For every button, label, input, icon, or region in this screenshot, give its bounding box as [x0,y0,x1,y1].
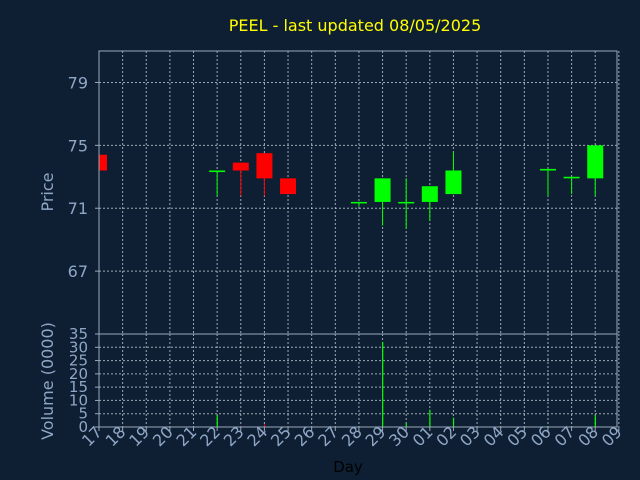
volume-panel-frame [98,333,618,428]
x-axis-label: Day [333,458,363,476]
candle-body [587,145,604,179]
price-tick-label: 71 [68,199,88,218]
candle-body [350,201,367,204]
candle-body [99,154,107,171]
candle-body [280,178,297,195]
candle-06 [539,168,556,196]
candle-body [232,162,249,171]
volume-tick-label: 30 [69,338,88,356]
volume-bar-29 [382,341,384,427]
candle-17 [98,154,107,174]
candle-body [256,153,273,179]
candle-22 [209,170,226,196]
price-tick-label: 79 [68,73,88,92]
volume-tick-label: 0 [78,418,88,436]
volume-bar-01 [429,409,431,427]
price-tick-label: 75 [68,136,88,155]
volume-tick-label: 5 [78,405,88,423]
volume-bar-08 [594,415,596,427]
volume-bar-30 [405,423,407,427]
volume-tick-label: 15 [69,378,88,396]
candle-body [374,178,391,202]
candle-23 [232,162,249,196]
price-axis-label: Price [38,172,57,211]
candle-02 [445,151,462,195]
price-panel: 67 71 75 79 [68,50,620,335]
chart-title: PEEL - last updated 08/05/2025 [229,16,482,35]
candle-body [563,176,580,179]
volume-axis-label: Volume (0000) [38,322,57,440]
price-panel-frame [98,50,618,335]
candle-body [421,186,438,202]
candle-body [398,201,415,204]
candle-29 [374,178,391,226]
candle-body [209,170,226,173]
candle-body [539,168,556,171]
candle-24 [256,153,273,196]
price-tick-label: 67 [68,262,88,281]
volume-bar-24 [263,424,266,427]
candle-30 [398,178,415,229]
candle-01 [421,186,438,221]
candle-07 [563,176,580,195]
volume-tick-label: 25 [69,352,88,370]
volume-tick-label: 20 [69,365,88,383]
candle-28 [350,201,367,207]
candle-body [445,170,462,195]
candle-25 [280,178,297,195]
volume-tick-label: 10 [69,391,88,409]
volume-bar-22 [216,415,218,427]
volume-bar-02 [452,417,455,427]
candle-08 [587,145,604,196]
volume-tick-label: 35 [69,325,88,343]
